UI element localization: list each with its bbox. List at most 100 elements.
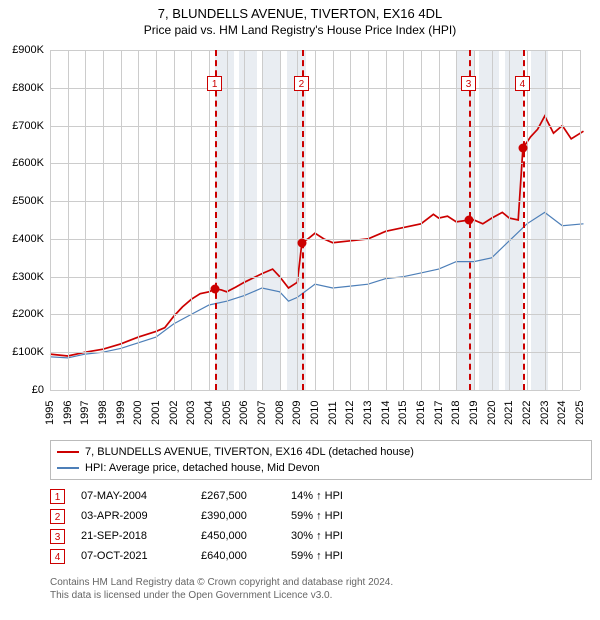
x-axis-tick-label: 2020 — [486, 411, 498, 425]
grid-line-v — [421, 50, 422, 390]
x-axis-tick-label: 2012 — [344, 411, 356, 425]
x-axis-tick-label: 2001 — [150, 411, 162, 425]
sale-marker-dot — [297, 238, 306, 247]
sale-marker-dot — [211, 284, 220, 293]
chart-subtitle: Price paid vs. HM Land Registry's House … — [0, 23, 600, 37]
grid-line-v — [50, 50, 51, 390]
grid-line-v — [545, 50, 546, 390]
x-axis-tick-label: 2023 — [539, 411, 551, 425]
footer-text: Contains HM Land Registry data © Crown c… — [50, 576, 393, 602]
sale-event-price: £640,000 — [201, 550, 291, 562]
y-axis-tick-label: £500K — [0, 195, 44, 207]
grid-line-v — [138, 50, 139, 390]
x-axis-tick-label: 2005 — [221, 411, 233, 425]
legend-item-hpi: HPI: Average price, detached house, Mid … — [57, 460, 585, 476]
grid-line-v — [527, 50, 528, 390]
sale-event-date: 21-SEP-2018 — [81, 530, 201, 542]
sale-event-row: 203-APR-2009£390,00059% ↑ HPI — [50, 506, 391, 526]
grid-line-v — [562, 50, 563, 390]
x-axis-tick-label: 1995 — [44, 411, 56, 425]
sale-event-price: £267,500 — [201, 490, 291, 502]
grid-line-v — [103, 50, 104, 390]
x-axis-tick-label: 2017 — [433, 411, 445, 425]
grid-line-v — [121, 50, 122, 390]
legend: 7, BLUNDELLS AVENUE, TIVERTON, EX16 4DL … — [50, 440, 592, 480]
sale-marker-label: 1 — [207, 76, 222, 91]
grid-line-v — [297, 50, 298, 390]
grid-line-v — [209, 50, 210, 390]
grid-line-v — [386, 50, 387, 390]
grid-line-v — [333, 50, 334, 390]
legend-item-property: 7, BLUNDELLS AVENUE, TIVERTON, EX16 4DL … — [57, 444, 585, 460]
y-axis-tick-label: £800K — [0, 82, 44, 94]
x-axis-tick-label: 1999 — [115, 411, 127, 425]
sale-marker-label: 3 — [461, 76, 476, 91]
sale-marker-line — [215, 50, 217, 390]
grid-line-v — [474, 50, 475, 390]
sale-event-index: 3 — [50, 529, 65, 544]
x-axis-tick-label: 2009 — [291, 411, 303, 425]
grid-line-v — [244, 50, 245, 390]
grid-line-v — [492, 50, 493, 390]
x-axis-tick-label: 2025 — [574, 411, 586, 425]
sale-event-date: 07-MAY-2004 — [81, 490, 201, 502]
grid-line-v — [315, 50, 316, 390]
grid-line-v — [368, 50, 369, 390]
x-axis-tick-label: 2016 — [415, 411, 427, 425]
grid-line-h — [50, 390, 580, 391]
x-axis-tick-label: 2003 — [185, 411, 197, 425]
sale-marker-label: 2 — [294, 76, 309, 91]
sale-event-index: 4 — [50, 549, 65, 564]
x-axis-tick-label: 2018 — [450, 411, 462, 425]
x-axis-tick-label: 1997 — [79, 411, 91, 425]
grid-line-v — [403, 50, 404, 390]
sale-event-pct: 59% ↑ HPI — [291, 550, 391, 562]
x-axis-tick-label: 2004 — [203, 411, 215, 425]
sale-event-price: £390,000 — [201, 510, 291, 522]
sale-event-row: 1 07-MAY-2004£267,50014% ↑ HPI — [50, 486, 391, 506]
y-axis-tick-label: £200K — [0, 308, 44, 320]
sale-marker-line — [523, 50, 525, 390]
chart-plot-area: 1 2 3 4 — [50, 50, 580, 390]
property-series-line — [50, 116, 584, 356]
y-axis-tick-label: £600K — [0, 157, 44, 169]
grid-line-v — [262, 50, 263, 390]
y-axis-tick-label: £100K — [0, 346, 44, 358]
sale-event-index: 2 — [50, 509, 65, 524]
x-axis-tick-label: 2015 — [397, 411, 409, 425]
chart-title: 7, BLUNDELLS AVENUE, TIVERTON, EX16 4DL — [0, 6, 600, 21]
sale-events-table: 1 07-MAY-2004£267,50014% ↑ HPI 2 03-APR-200… — [50, 486, 391, 566]
grid-line-v — [174, 50, 175, 390]
grid-line-v — [156, 50, 157, 390]
sale-event-date: 03-APR-2009 — [81, 510, 201, 522]
grid-line-v — [68, 50, 69, 390]
sale-marker-dot — [518, 144, 527, 153]
y-axis-tick-label: £0 — [0, 384, 44, 396]
sale-event-row: 321-SEP-2018£450,00030% ↑ HPI — [50, 526, 391, 546]
x-axis-tick-label: 2021 — [503, 411, 515, 425]
x-axis-tick-label: 2000 — [132, 411, 144, 425]
sale-event-date: 07-OCT-2021 — [81, 550, 201, 562]
x-axis-tick-label: 2006 — [238, 411, 250, 425]
grid-line-v — [456, 50, 457, 390]
y-axis-tick-label: £700K — [0, 120, 44, 132]
sale-marker-label: 4 — [515, 76, 530, 91]
grid-line-v — [280, 50, 281, 390]
sale-event-index: 1 — [50, 489, 65, 504]
grid-line-v — [439, 50, 440, 390]
sale-event-pct: 30% ↑ HPI — [291, 530, 391, 542]
grid-line-v — [191, 50, 192, 390]
grid-line-v — [350, 50, 351, 390]
x-axis-tick-label: 2008 — [274, 411, 286, 425]
sale-event-row: 4 07-OCT-2021£640,00059% ↑ HPI — [50, 546, 391, 566]
x-axis-tick-label: 2013 — [362, 411, 374, 425]
x-axis-tick-label: 2007 — [256, 411, 268, 425]
x-axis-tick-label: 2019 — [468, 411, 480, 425]
grid-line-v — [227, 50, 228, 390]
sale-marker-dot — [465, 216, 474, 225]
x-axis-tick-label: 2014 — [380, 411, 392, 425]
x-axis-tick-label: 2011 — [327, 411, 339, 425]
y-axis-tick-label: £900K — [0, 44, 44, 56]
grid-line-v — [85, 50, 86, 390]
sale-event-pct: 14% ↑ HPI — [291, 490, 391, 502]
